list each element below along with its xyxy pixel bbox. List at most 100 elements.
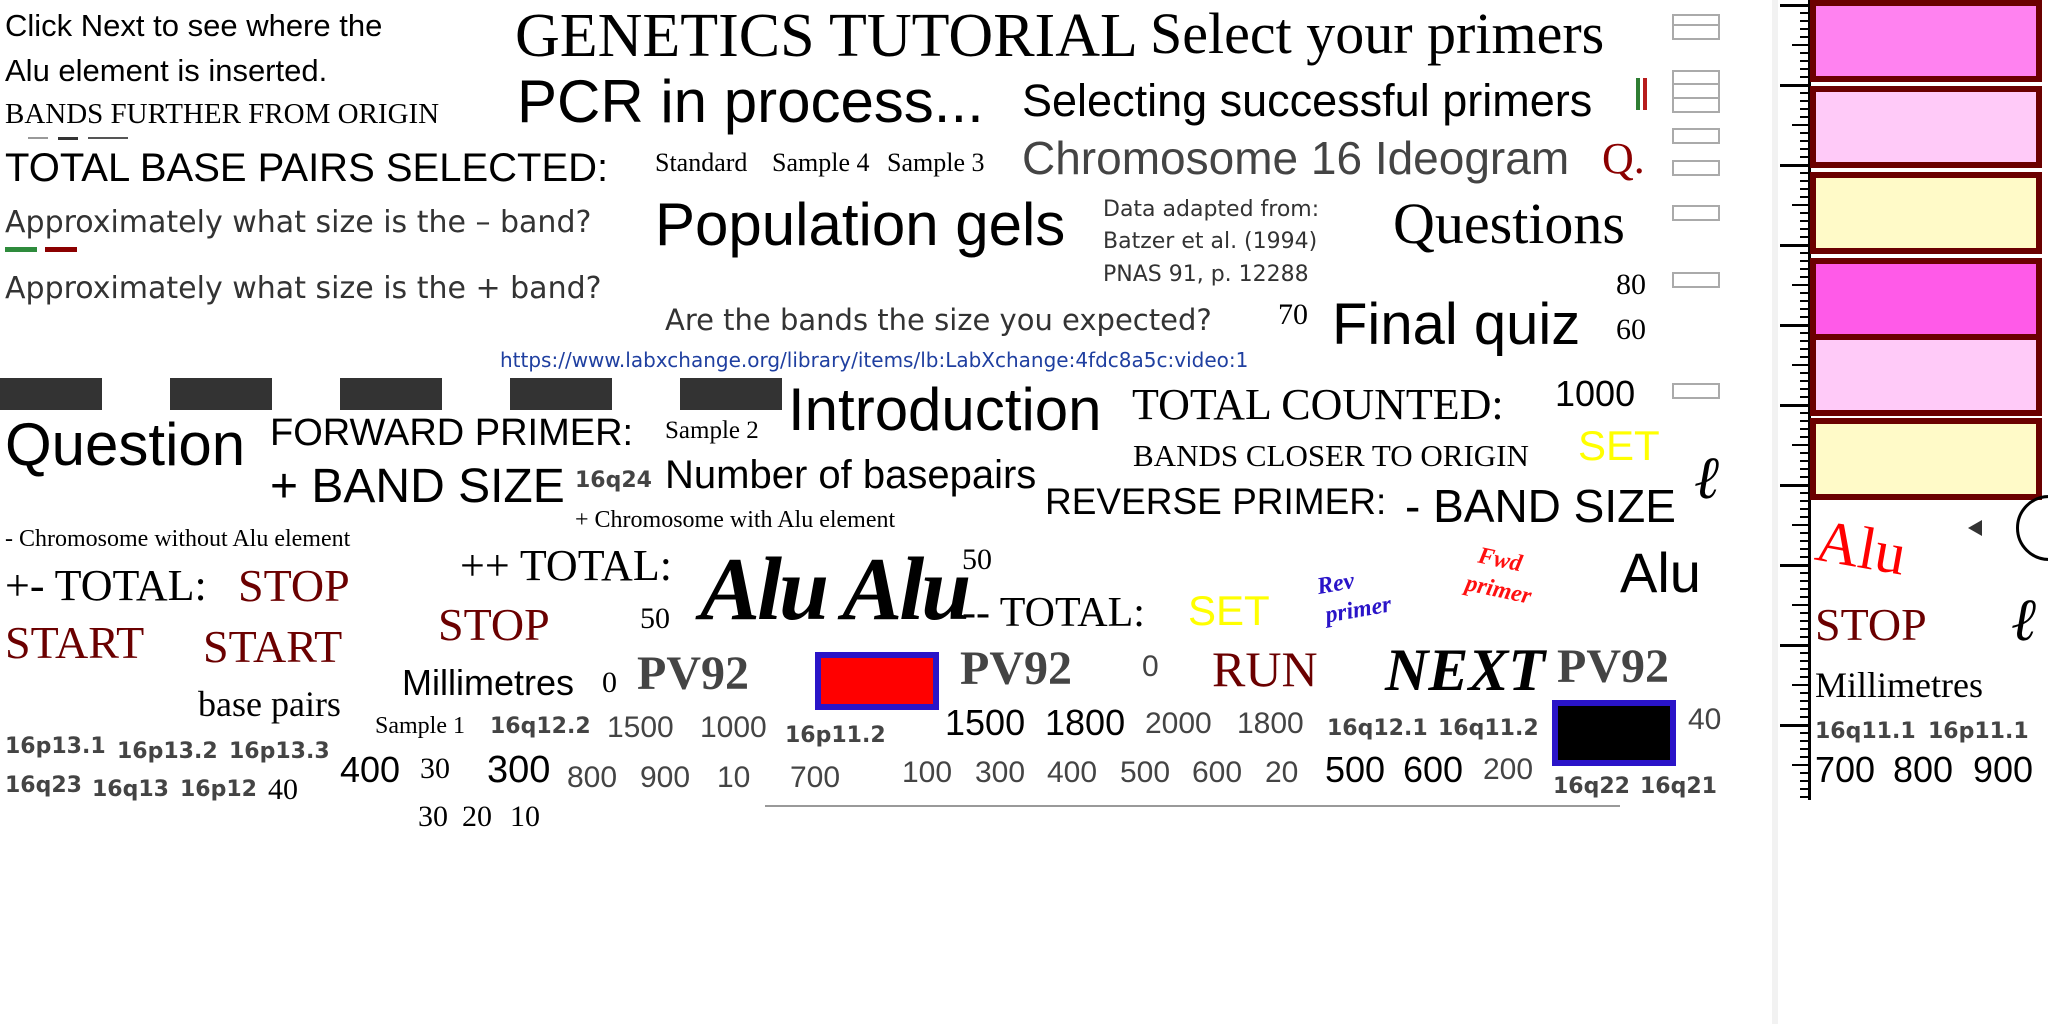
color-swatch-magenta[interactable]: [1810, 258, 2042, 340]
ruler-tick: [1792, 684, 1810, 686]
value-30-a: 30: [420, 752, 450, 785]
value-700-b: 700: [1815, 749, 1876, 790]
ruler-tick: [1800, 748, 1810, 750]
ruler-tick: [1800, 340, 1810, 342]
ruler-tick: [1780, 644, 1810, 647]
ruler-tick: [1780, 164, 1810, 167]
value-100: 100: [902, 756, 953, 789]
short-line-marker: [88, 137, 128, 139]
ruler-tick: [1800, 268, 1810, 270]
pcr-in-process-heading: PCR in process...: [517, 68, 984, 135]
ruler-tick: [1800, 652, 1810, 654]
stop-button[interactable]: STOP: [238, 560, 350, 611]
ruler-tick: [1800, 396, 1810, 398]
color-swatch-pink-light-2[interactable]: [1810, 334, 2042, 416]
gel-well: [1672, 383, 1720, 399]
value-300-b: 300: [975, 756, 1026, 789]
sample1-lane-label: Sample 1: [375, 713, 465, 739]
ruler-tick: [1800, 412, 1810, 414]
data-source-line2: Batzer et al. (1994): [1103, 229, 1318, 254]
color-swatch-cream-2[interactable]: [1810, 418, 2042, 500]
gray-tab-button[interactable]: [680, 378, 782, 410]
next-button[interactable]: NEXT: [1385, 637, 1546, 703]
circle-icon: [2016, 495, 2048, 561]
selecting-primers-heading: Selecting successful primers: [1022, 75, 1593, 126]
gray-tab-button[interactable]: [170, 378, 272, 410]
alu-heading: Alu: [1620, 541, 1701, 604]
ruler-tick: [1792, 764, 1810, 766]
ruler-tick: [1800, 516, 1810, 518]
ruler-tick: [1800, 572, 1810, 574]
ruler-tick: [1800, 172, 1810, 174]
value-800-b: 800: [1893, 749, 1954, 790]
ruler-tick: [1800, 188, 1810, 190]
ruler-tick: [1800, 220, 1810, 222]
ruler-tick: [1800, 492, 1810, 494]
base-pairs-label: base pairs: [198, 684, 341, 724]
ruler-tick: [1800, 548, 1810, 550]
ruler-tick: [1780, 404, 1810, 407]
stop-button-2[interactable]: STOP: [438, 599, 550, 650]
ruler-tick: [1800, 500, 1810, 502]
red-gel-block-button[interactable]: [815, 652, 939, 710]
band-16p12: 16p12: [180, 777, 257, 802]
q-arm-label: Q.: [1602, 134, 1645, 183]
ruler-tick: [1780, 324, 1810, 327]
click-next-instruction-line2: Alu element is inserted.: [5, 53, 328, 88]
gel-well: [1672, 97, 1720, 113]
data-source-line3: PNAS 91, p. 12288: [1103, 262, 1309, 287]
ruler-tick: [1792, 284, 1810, 286]
value-400: 400: [340, 749, 401, 790]
gray-tab-button[interactable]: [0, 378, 102, 410]
color-swatch-pink-light[interactable]: [1810, 86, 2042, 168]
band-16q11-1: 16q11.1: [1815, 719, 1916, 744]
ruler-tick: [1800, 692, 1810, 694]
ruler-tick: [1800, 292, 1810, 294]
ruler-tick: [1800, 740, 1810, 742]
ruler-tick: [1800, 236, 1810, 238]
short-line-marker: [58, 137, 78, 140]
ruler-tick: [1800, 260, 1810, 262]
ruler-tick: [1800, 356, 1810, 358]
introduction-button[interactable]: Introduction: [788, 376, 1102, 443]
ruler-tick: [1800, 252, 1810, 254]
band-16q11-2: 16q11.2: [1438, 716, 1539, 741]
ruler-tick: [1792, 44, 1810, 46]
value-900-b: 900: [1973, 749, 2034, 790]
number-of-basepairs-label: Number of basepairs: [665, 453, 1037, 497]
total-base-pairs-selected-label: TOTAL BASE PAIRS SELECTED:: [5, 146, 609, 190]
run-button[interactable]: RUN: [1212, 641, 1318, 697]
color-swatch-pink-bright[interactable]: [1810, 0, 2042, 82]
ruler-tick: [1800, 620, 1810, 622]
value-20-a: 20: [1265, 756, 1299, 789]
band-16p11-2: 16p11.2: [785, 723, 886, 748]
set-label-yellow-2: SET: [1188, 587, 1270, 634]
ruler-tick: [1800, 700, 1810, 702]
start-button[interactable]: START: [5, 617, 145, 668]
stop-button-3[interactable]: STOP: [1815, 599, 1927, 650]
value-1500-a: 1500: [607, 711, 674, 744]
final-quiz-button[interactable]: Final quiz: [1332, 292, 1581, 357]
value-30-b: 30: [418, 800, 448, 833]
band-16p13-2: 16p13.2: [117, 739, 218, 764]
ruler-tick: [1800, 28, 1810, 30]
pv92-label-3: PV92: [1557, 640, 1669, 693]
start-button-2[interactable]: START: [203, 621, 343, 672]
band-16q21: 16q21: [1640, 774, 1717, 799]
ruler-tick: [1800, 132, 1810, 134]
red-indicator-bar: [45, 247, 77, 252]
ruler-tick: [1780, 724, 1810, 727]
sample3-lane-label: Sample 3: [887, 148, 985, 177]
green-indicator-bar: [5, 247, 37, 252]
ruler-tick: [1800, 436, 1810, 438]
sample4-lane-label: Sample 4: [772, 148, 870, 177]
value-1800-b: 1800: [1237, 707, 1304, 740]
color-swatch-cream[interactable]: [1810, 172, 2042, 254]
ruler-tick: [1800, 476, 1810, 478]
gray-tab-button[interactable]: [510, 378, 612, 410]
gray-tab-button[interactable]: [340, 378, 442, 410]
plus-chromosome-legend: + Chromosome with Alu element: [575, 507, 896, 533]
labxchange-video-link[interactable]: https://www.labxchange.org/library/items…: [500, 348, 1249, 372]
ruler-tick: [1800, 756, 1810, 758]
black-gel-block-button[interactable]: [1552, 700, 1676, 766]
